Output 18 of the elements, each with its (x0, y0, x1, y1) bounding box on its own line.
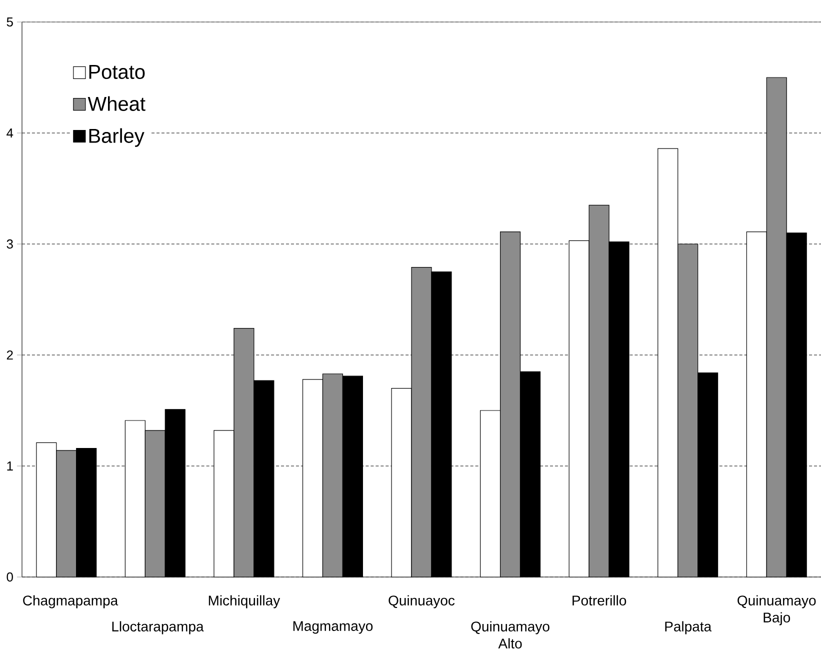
y-tick-label: 4 (6, 128, 14, 138)
x-tick-label: Quinuayoc (388, 595, 455, 608)
y-tick-label: 1 (7, 462, 13, 470)
x-tick-label: Chagmapampa (23, 595, 118, 608)
x-tick-label: Quinuamayo Alto (471, 621, 550, 648)
x-tick-label: Potrerillo (572, 595, 626, 606)
y-tick-label: 0 (6, 572, 13, 582)
x-tick-label: Quinuamayo Bajo (738, 595, 816, 626)
legend-label: Potato (89, 65, 145, 79)
x-tick-label: Magmamayo (293, 621, 373, 634)
x-tick-label: Lloctarapampa (112, 621, 204, 634)
x-tick-label: Palpata (665, 621, 712, 634)
legend-label: Barley (89, 128, 144, 147)
y-tick-label: 5 (6, 17, 13, 27)
x-tick-label: Michiquillay (208, 595, 280, 608)
y-tick-label: 3 (6, 239, 13, 249)
legend-label: Wheat (88, 96, 146, 111)
y-tick-label: 2 (6, 350, 13, 360)
